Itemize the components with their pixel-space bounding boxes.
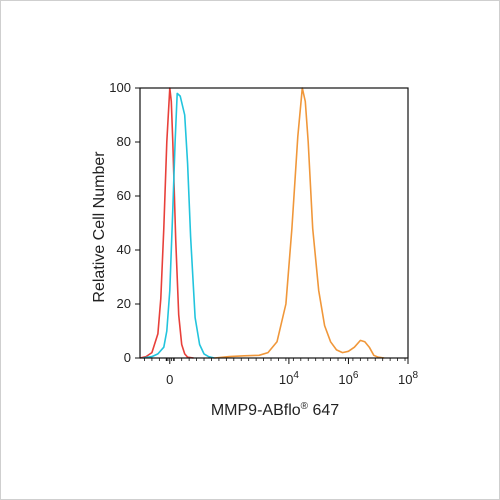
histogram-series-1 <box>139 87 194 359</box>
x-tick-label: 104 <box>279 370 299 387</box>
x-axis-title: MMP9-ABflo® 647 <box>211 401 339 419</box>
histogram-series-3 <box>214 87 385 359</box>
y-tick-label: 20 <box>117 296 131 311</box>
x-tick-label: 106 <box>338 370 358 387</box>
x-tick-label: 108 <box>398 370 418 387</box>
y-tick-label: 0 <box>124 350 131 365</box>
y-tick-label: 60 <box>117 188 131 203</box>
y-tick-label: 80 <box>117 134 131 149</box>
plot-area: 0 20 40 60 80 100 0 104 106 108 <box>109 80 418 387</box>
histogram-series-2 <box>142 92 215 359</box>
x-tick-label: 0 <box>166 372 173 387</box>
y-tick-label: 100 <box>109 80 131 95</box>
y-tick-label: 40 <box>117 242 131 257</box>
y-axis-title: Relative Cell Number <box>91 151 108 303</box>
plot-frame <box>139 87 409 359</box>
